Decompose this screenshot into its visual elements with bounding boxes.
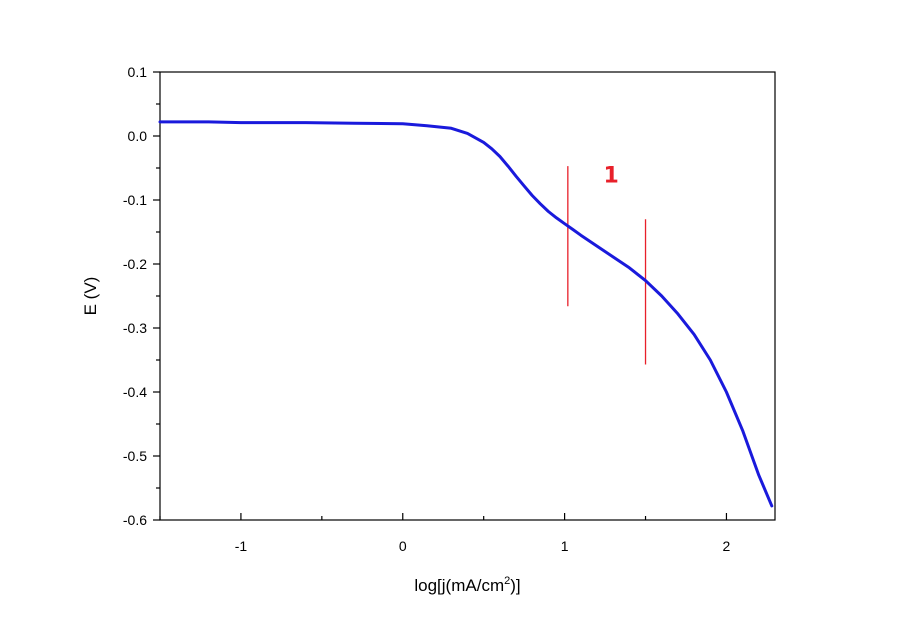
x-tick-label: 1	[561, 538, 569, 554]
y-tick-label: -0.4	[123, 384, 147, 400]
x-axis-label: log[j(mA/cm2)]	[414, 575, 520, 595]
y-tick-label: -0.6	[123, 512, 147, 528]
x-axis-label-superscript: 2	[504, 575, 510, 587]
x-tick-label: 2	[723, 538, 731, 554]
annotation-label: 1	[603, 163, 618, 188]
y-tick-label: -0.2	[123, 256, 147, 272]
x-tick-label: 0	[399, 538, 407, 554]
x-axis-label-end: )]	[510, 576, 520, 595]
y-tick-label: -0.1	[123, 192, 147, 208]
y-axis-label: E (V)	[81, 277, 100, 316]
plot-frame	[159, 71, 776, 521]
axis-tick-labels: -1 0 1 2 0.1 0.0 -0.1 -0.2 -0.3 -0.4 -0.5 -0.6	[123, 64, 731, 554]
y-tick-label: 0.1	[128, 64, 148, 80]
axis-ticks	[153, 71, 728, 521]
marker-lines	[567, 166, 647, 365]
y-tick-label: -0.5	[123, 448, 147, 464]
y-tick-label: -0.3	[123, 320, 147, 336]
series-line	[158, 120, 774, 508]
x-tick-label: -1	[235, 538, 248, 554]
x-axis-label-main: log[j(mA/cm	[414, 576, 504, 595]
y-tick-label: 0.0	[128, 128, 148, 144]
